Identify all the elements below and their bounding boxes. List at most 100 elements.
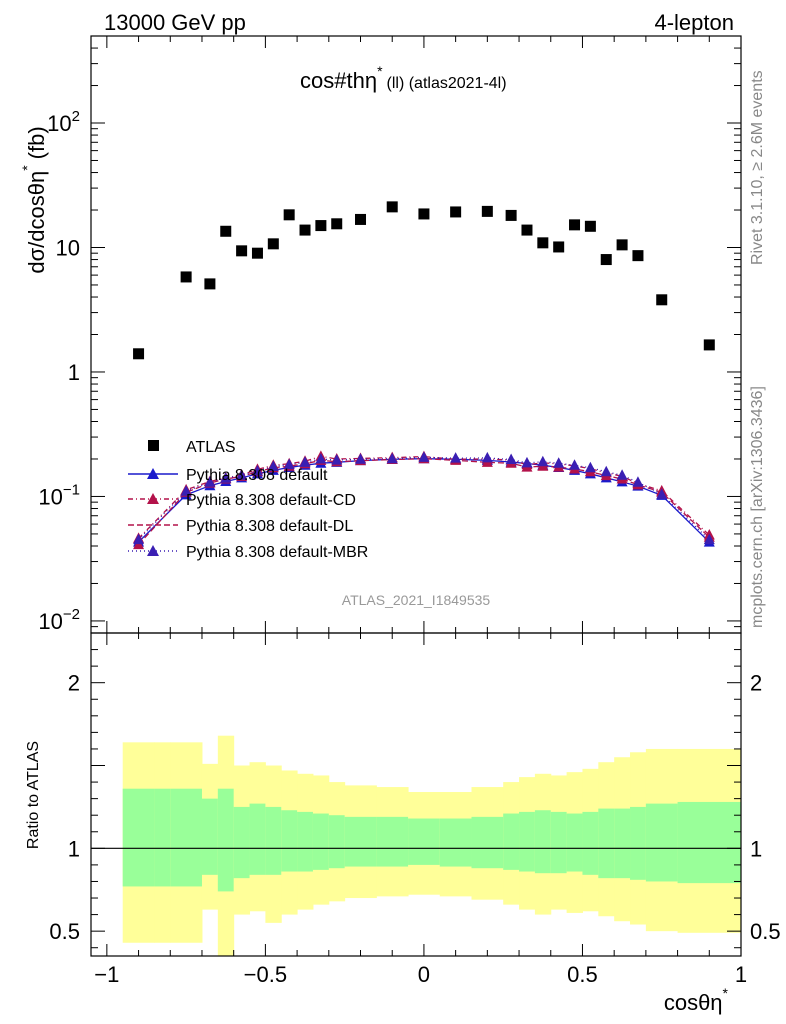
chart-title: cos#thη*(ll) (atlas2021-4l) xyxy=(300,63,507,93)
data-point-atlas xyxy=(267,238,279,250)
series-line-4 xyxy=(138,456,710,541)
legend-label-dl: Pythia 8.308 default-DL xyxy=(186,518,353,535)
mc-point-4 xyxy=(584,461,596,473)
stat-band-bin xyxy=(265,806,282,875)
ratio-tick-label-right: 1 xyxy=(750,836,762,861)
mc-point-4 xyxy=(703,533,715,545)
data-point-atlas xyxy=(584,220,596,232)
stat-band-bin xyxy=(534,810,552,874)
stat-band-bin xyxy=(598,808,615,879)
ratio-y-axis-label: Ratio to ATLAS xyxy=(25,741,42,849)
mc-point-4 xyxy=(204,476,216,487)
data-point-atlas xyxy=(220,225,232,237)
stat-band-bin xyxy=(328,815,346,869)
series-line-3 xyxy=(138,458,710,546)
mc-point-4 xyxy=(418,451,430,462)
y-tick-label: 10−1 xyxy=(38,481,80,509)
stat-band-bin xyxy=(503,813,520,870)
data-point-atlas xyxy=(481,205,493,217)
stat-band-bin xyxy=(614,808,631,879)
legend-marker-cd xyxy=(147,493,159,504)
mc-point-4 xyxy=(331,454,343,465)
mc-point-4 xyxy=(537,455,549,467)
ratio-tick-label-right: 0.5 xyxy=(750,919,781,944)
legend-label-default: Pythia 8.308 default xyxy=(186,467,328,484)
ratio-tick-label-left: 1 xyxy=(68,836,80,861)
data-point-atlas xyxy=(450,206,462,218)
data-point-atlas xyxy=(283,209,295,221)
stat-band-bin xyxy=(408,818,441,865)
mc-point-4 xyxy=(315,452,327,464)
data-point-atlas xyxy=(703,339,715,351)
x-tick-label: 1 xyxy=(735,962,747,987)
stat-band-bin xyxy=(154,788,171,887)
mc-point-4 xyxy=(505,453,517,465)
y-tick-label: 10−2 xyxy=(38,606,80,634)
mc-point-4 xyxy=(481,451,493,463)
stat-band-bin xyxy=(122,788,155,887)
mc-point-4 xyxy=(616,469,628,480)
mc-point-4 xyxy=(656,488,668,499)
x-tick-label: 0.5 xyxy=(567,962,598,987)
chart-title-rest: (ll) (atlas2021-4l) xyxy=(387,75,507,92)
stat-band-bin xyxy=(297,811,314,872)
data-point-atlas xyxy=(553,241,565,253)
stat-band-bin xyxy=(201,798,219,875)
ratio-tick-label-left: 0.5 xyxy=(49,919,80,944)
stat-band-bin xyxy=(439,818,472,867)
data-point-atlas xyxy=(537,237,549,249)
x-tick-label: 0 xyxy=(418,962,430,987)
legend: ATLAS Pythia 8.308 default Pythia 8.308 … xyxy=(128,439,368,561)
data-point-atlas xyxy=(355,213,367,225)
data-point-atlas xyxy=(418,208,430,220)
mc-point-4 xyxy=(355,453,367,464)
data-point-atlas xyxy=(133,348,145,360)
data-point-atlas xyxy=(204,278,216,290)
ratio-tick-label-left: 2 xyxy=(68,671,80,696)
y-tick-label: 10 xyxy=(56,235,80,260)
data-point-atlas xyxy=(569,219,581,231)
stat-band-bin xyxy=(519,811,536,872)
mc-point-4 xyxy=(521,456,533,468)
data-point-atlas xyxy=(315,220,327,232)
ratio-error-bands xyxy=(122,735,742,956)
ratio-frame xyxy=(90,632,742,957)
stat-band-bin xyxy=(344,816,377,867)
legend-label-cd: Pythia 8.308 default-CD xyxy=(186,492,356,509)
legend-marker-mbr xyxy=(147,545,159,556)
mc-point-4 xyxy=(180,485,192,496)
header-left: 13000 GeV pp xyxy=(104,10,246,35)
y-axis-label-sup: * xyxy=(19,165,35,171)
stat-band-bin xyxy=(471,816,504,869)
x-axis-label-main: cosθη xyxy=(664,990,723,1015)
data-point-atlas xyxy=(236,245,248,257)
side-label-mcplots: mcplots.cern.ch [arXiv:1306.3436] xyxy=(749,386,766,628)
mc-point-4 xyxy=(236,469,248,480)
data-point-atlas xyxy=(656,294,668,306)
stat-band-bin xyxy=(582,811,599,875)
mc-point-4 xyxy=(251,465,263,476)
mc-point-4 xyxy=(569,459,581,470)
data-point-atlas xyxy=(299,224,311,236)
stat-band-bin xyxy=(630,806,647,880)
stat-band-bin xyxy=(312,813,330,870)
stat-band-bin xyxy=(550,811,568,874)
mc-point-4 xyxy=(450,452,462,463)
legend-marker-atlas xyxy=(148,440,159,451)
legend-marker-default xyxy=(147,468,159,479)
y-axis-label-main: dσ/dcosθη xyxy=(24,171,49,274)
data-point-atlas xyxy=(180,271,192,283)
x-tick-label: −1 xyxy=(94,962,119,987)
stat-band-bin xyxy=(170,788,203,887)
stat-band-bin xyxy=(376,816,409,867)
chart-title-main: cos#thη xyxy=(300,68,377,93)
stat-band-bin xyxy=(677,801,742,884)
data-point-atlas xyxy=(600,254,612,266)
data-point-atlas xyxy=(251,247,263,259)
mc-point-4 xyxy=(632,476,644,487)
legend-label-mbr: Pythia 8.308 default-MBR xyxy=(186,544,368,561)
mc-point-4 xyxy=(267,460,279,472)
data-point-atlas xyxy=(386,201,398,213)
